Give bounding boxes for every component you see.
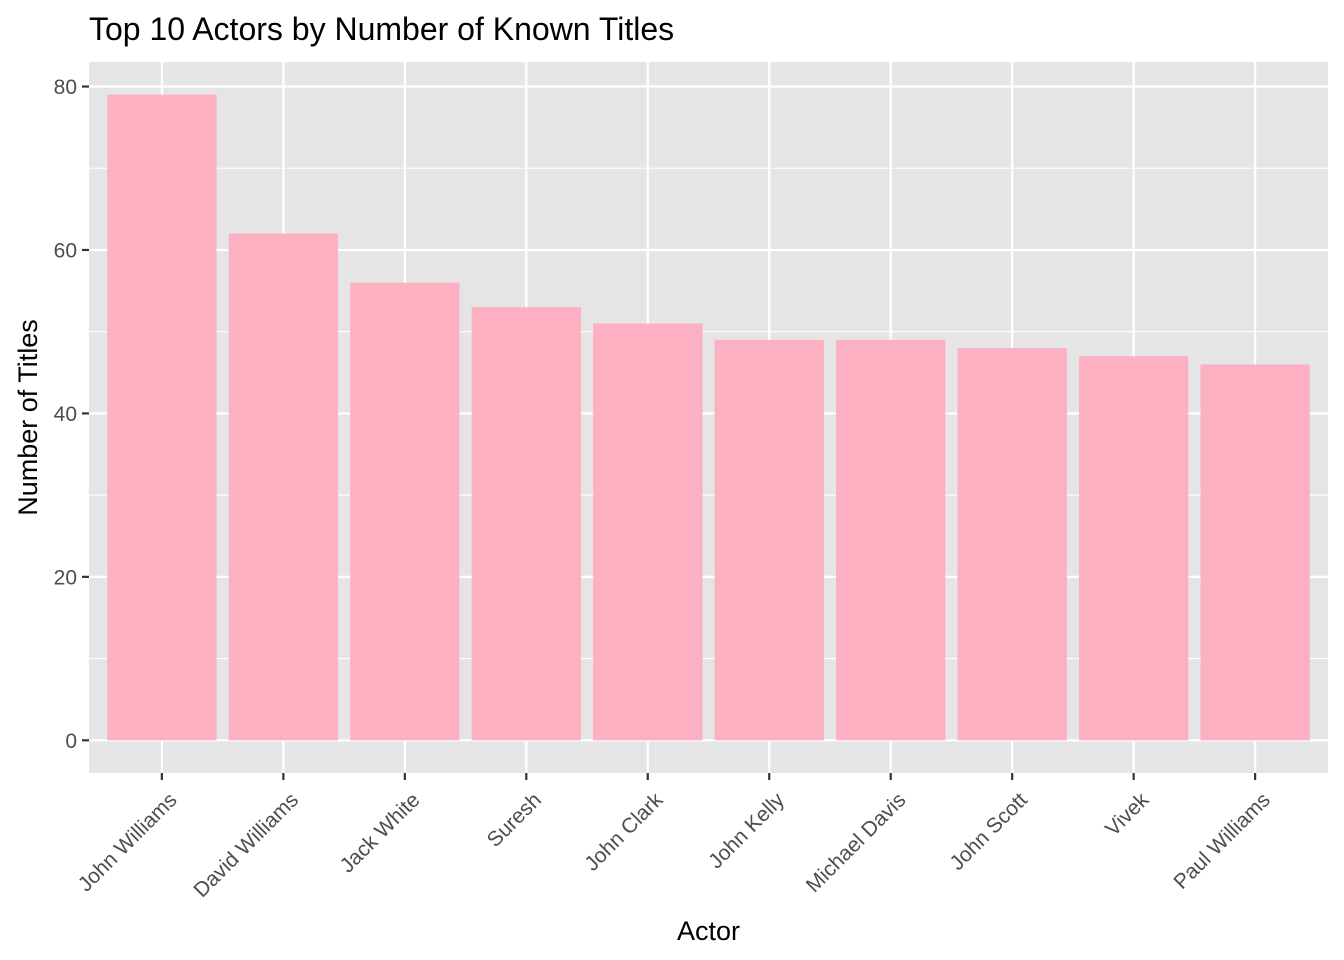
bars — [107, 94, 1310, 741]
y-tick-label: 80 — [54, 76, 77, 99]
x-axis-title: Actor — [677, 916, 740, 946]
bar — [228, 233, 339, 741]
bar — [107, 94, 217, 741]
x-tick-label: Jack White — [336, 788, 425, 877]
x-axis: John Williams David Williams Jack White Sur… — [74, 773, 1275, 902]
y-tick-label: 60 — [54, 239, 77, 262]
y-axis-title: Number of Titles — [13, 319, 43, 516]
x-tick-label: Paul Williams — [1169, 788, 1274, 893]
bar — [593, 323, 703, 741]
bar — [350, 282, 460, 741]
bar — [471, 307, 581, 741]
bar — [1200, 364, 1310, 741]
chart-title: Top 10 Actors by Number of Known Titles — [89, 11, 674, 47]
y-tick-label: 0 — [65, 730, 77, 753]
y-tick-label: 20 — [54, 566, 77, 589]
x-tick-label: David Williams — [189, 788, 303, 902]
bar — [1078, 356, 1189, 741]
x-tick-label: John Kelly — [704, 788, 789, 873]
bar — [714, 339, 824, 741]
x-tick-label: Vivek — [1101, 788, 1154, 841]
y-axis: 0 20 40 60 80 — [54, 76, 89, 753]
x-tick-label: Michael Davis — [802, 788, 911, 897]
x-tick-label: John Williams — [74, 788, 182, 896]
bar — [957, 348, 1067, 741]
y-tick-label: 40 — [54, 403, 77, 426]
x-tick-label: John Clark — [580, 788, 668, 876]
bar — [836, 339, 946, 741]
x-tick-label: Suresh — [483, 788, 546, 851]
x-tick-label: John Scott — [945, 788, 1032, 875]
